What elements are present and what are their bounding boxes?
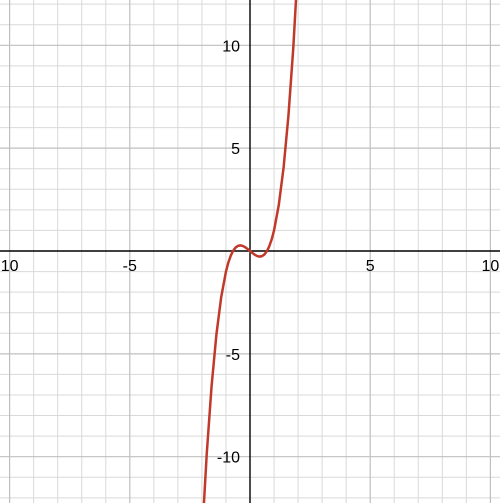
y-tick-label: 5 [231,141,240,158]
x-tick-label: 10 [1,258,19,275]
y-tick-label: -5 [226,347,240,364]
y-tick-label: -10 [217,450,240,467]
function-chart: 10 -5 5 10 10 5 -5 -10 [0,0,500,503]
x-tick-label: 10 [482,258,500,275]
x-tick-label: -5 [123,258,137,275]
y-tick-label: 10 [222,38,240,55]
chart-container: 10 -5 5 10 10 5 -5 -10 [0,0,500,503]
x-tick-label: 5 [366,258,375,275]
